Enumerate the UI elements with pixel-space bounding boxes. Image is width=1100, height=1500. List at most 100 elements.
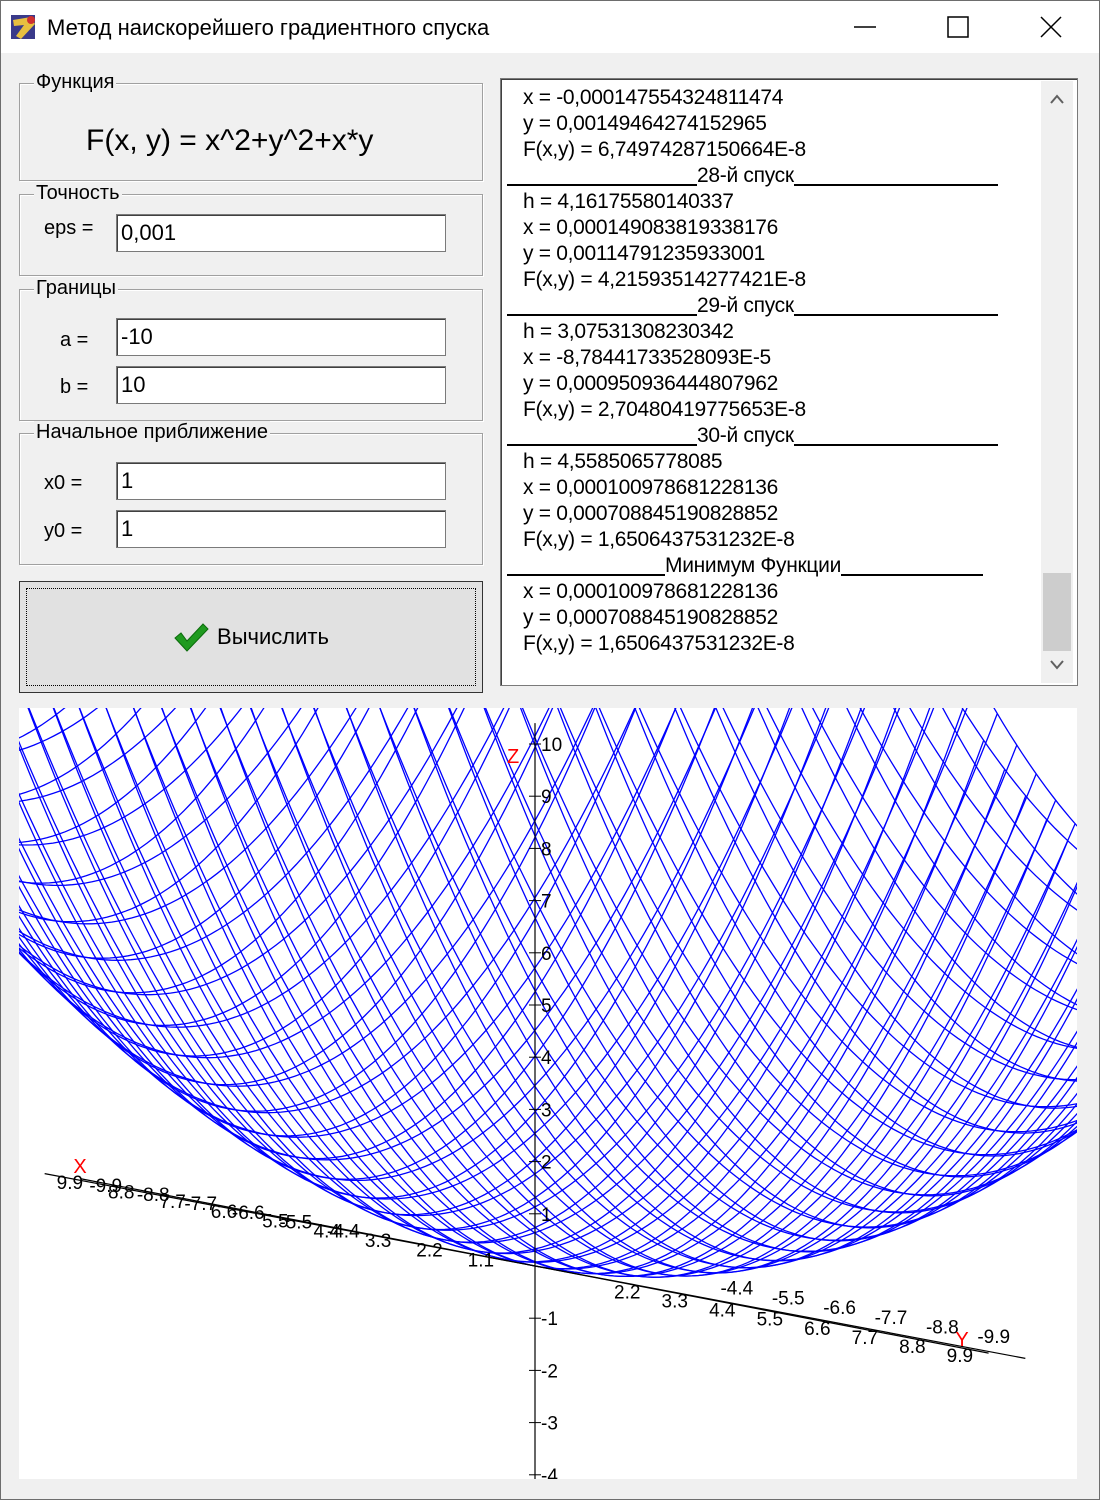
y-tick-label: 4.4: [709, 1301, 736, 1322]
x-tick-label: 2.2: [416, 1241, 442, 1262]
minimize-button[interactable]: [819, 1, 911, 53]
mesh-line: [484, 708, 1077, 1213]
mesh-line: [219, 708, 1057, 1278]
mesh-line: [105, 708, 968, 1263]
z-axis-label: Z: [507, 746, 519, 768]
bounds-group: Границы a = b =: [19, 277, 483, 421]
scroll-up-button[interactable]: [1041, 81, 1073, 117]
mesh-line: [715, 708, 1077, 1109]
a-input[interactable]: [116, 318, 446, 356]
z-tick-label: 10: [541, 735, 562, 756]
x-tick-label: 8.8: [108, 1183, 134, 1204]
y-tick-label: -4.4: [720, 1279, 753, 1300]
z-tick-label: -1: [541, 1309, 558, 1330]
mesh-line: [19, 708, 596, 1112]
z-tick-label: -2: [541, 1361, 558, 1382]
precision-group-title: Точность: [34, 182, 122, 205]
y0-label: y0 =: [44, 520, 83, 542]
mesh-line: [19, 708, 637, 1137]
mesh-line: [413, 708, 1077, 1241]
function-group-title: Функция: [34, 71, 117, 94]
eps-input[interactable]: [116, 214, 446, 252]
window-title: Метод наискорейшего градиентного спуска: [47, 15, 490, 40]
mesh-line: [19, 708, 716, 1180]
y-tick-label: -8.8: [926, 1317, 959, 1338]
mesh-line: [722, 708, 1077, 1081]
scroll-thumb[interactable]: [1043, 573, 1071, 651]
memo-line: y = 0,000708845190828852: [523, 502, 778, 525]
mesh-line: [19, 708, 677, 1160]
x0-label: x0 =: [44, 472, 83, 494]
x-tick-label: 9.9: [57, 1173, 83, 1194]
memo-line: x = 0,000149083819338176: [523, 216, 778, 239]
a-label: a =: [60, 329, 89, 351]
mesh-line: [78, 708, 862, 1243]
x0-input[interactable]: [116, 462, 446, 500]
y-tick-label: 3.3: [662, 1291, 688, 1312]
z-tick-label: 8: [541, 839, 552, 860]
mesh-line: [811, 708, 1077, 1011]
mesh-line: [19, 708, 754, 1199]
mesh-line: [634, 708, 1077, 1157]
calculate-button-label: Вычислить: [217, 624, 329, 649]
mesh-line: [52, 708, 827, 1231]
calculate-button-focus[interactable]: Вычислить: [26, 588, 476, 686]
mesh-line: [379, 708, 1077, 1252]
plot-axes: [44, 723, 1026, 1479]
z-tick-label: 6: [541, 944, 552, 965]
x-tick-label: 5.5: [262, 1212, 288, 1233]
x-tick-label: -5.5: [279, 1212, 312, 1233]
results-memo[interactable]: x = -0,000147554324811474 y = 0,001494642…: [500, 78, 1078, 686]
y-tick-label: -5.5: [772, 1288, 805, 1309]
mesh-line: [521, 708, 1077, 1196]
z-tick-label: 9: [541, 787, 552, 808]
z-tick-label: 5: [541, 996, 552, 1017]
vertical-scrollbar[interactable]: [1041, 81, 1073, 683]
memo-line: F(x,y) = 2,70480419775653E-8: [523, 398, 806, 421]
title-bar[interactable]: Метод наискорейшего градиентного спуска: [1, 1, 1099, 53]
mesh-line: [19, 708, 465, 1027]
x-tick-label: 6.6: [211, 1202, 237, 1223]
mesh-line: [27, 708, 791, 1216]
memo-line: F(x,y) = 6,74974287150664E-8: [523, 138, 806, 161]
calculate-button[interactable]: Вычислить: [19, 581, 483, 693]
z-tick-label: 7: [541, 892, 552, 913]
mesh-line: [19, 708, 370, 959]
mesh-line: [893, 708, 1077, 955]
eps-label: eps =: [44, 217, 94, 239]
close-button[interactable]: [1005, 1, 1097, 53]
z-tick-label: 1: [541, 1205, 552, 1226]
mesh-line: [313, 708, 1077, 1269]
y-tick-label: 7.7: [852, 1328, 878, 1349]
memo-separator: 28-й спуск: [507, 163, 1037, 189]
y-tick-label: 6.6: [804, 1319, 830, 1340]
x-tick-label: 4.4: [314, 1221, 341, 1242]
z-tick-label: -3: [541, 1414, 558, 1435]
scroll-down-button[interactable]: [1041, 647, 1073, 683]
mesh-line: [19, 708, 458, 996]
x-tick-label: -9.9: [89, 1176, 122, 1197]
x-tick-label: -4.4: [327, 1221, 360, 1242]
mesh-line: [448, 708, 1077, 1228]
delphi-app-icon[interactable]: [9, 12, 39, 42]
maximize-button[interactable]: [912, 1, 1004, 53]
mesh-line: [19, 708, 554, 1086]
function-formula: F(x, y) = x^2+y^2+x*y: [86, 124, 374, 157]
memo-line: x = -8,78441733528093E-5: [523, 346, 771, 369]
memo-line: F(x,y) = 1,6506437531232E-8: [523, 528, 795, 551]
mesh-line: [766, 708, 1077, 1049]
y0-input[interactable]: [116, 510, 446, 548]
chevron-down-icon: [1050, 660, 1064, 670]
maximize-icon: [947, 16, 969, 38]
z-tick-label: 4: [541, 1048, 552, 1069]
b-input[interactable]: [116, 366, 446, 404]
precision-group: Точность eps =: [19, 182, 483, 276]
mesh-line: [19, 708, 142, 796]
z-tick-label: 3: [541, 1100, 552, 1121]
mesh-line: [413, 708, 1077, 1253]
x-axis-label: X: [73, 1156, 86, 1178]
y-tick-label: 8.8: [899, 1337, 925, 1358]
mesh-line: [19, 708, 510, 1057]
